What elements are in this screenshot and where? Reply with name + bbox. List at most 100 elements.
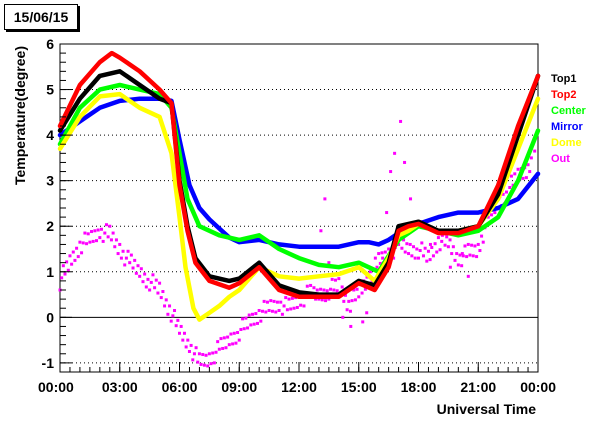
out-point [402, 238, 406, 242]
out-point [470, 243, 474, 247]
out-point [450, 252, 454, 256]
out-point [239, 327, 243, 331]
out-point [214, 350, 218, 354]
out-point [440, 239, 444, 243]
out-point [460, 252, 464, 256]
out-point [181, 338, 185, 342]
out-point [368, 270, 372, 274]
out-point [199, 362, 203, 366]
out-point [236, 331, 240, 335]
out-point [380, 251, 384, 255]
out-point [377, 252, 381, 256]
out-point [96, 228, 100, 232]
out-point [417, 256, 420, 260]
out-point [315, 288, 319, 292]
out-point [189, 343, 193, 347]
out-point [337, 277, 341, 281]
out-point [317, 297, 321, 301]
out-point [399, 119, 403, 123]
out-point [209, 362, 213, 366]
out-point [383, 250, 387, 254]
out-point [156, 291, 160, 295]
out-point [343, 293, 347, 297]
out-point [475, 255, 479, 259]
y-tick-label: 5 [46, 82, 54, 98]
out-point [456, 263, 460, 267]
out-point [76, 255, 80, 259]
out-point [342, 299, 346, 303]
out-point [101, 239, 105, 243]
out-point [265, 300, 269, 304]
out-point [319, 287, 323, 291]
out-point [521, 176, 525, 180]
out-point [465, 255, 469, 259]
series-center [57, 82, 541, 275]
out-point [184, 345, 188, 349]
out-point [513, 172, 517, 176]
out-point [81, 241, 85, 245]
out-point [65, 260, 69, 264]
out-point [254, 312, 258, 316]
out-point [221, 346, 225, 350]
out-point [529, 156, 533, 160]
out-point [270, 309, 274, 313]
out-point [129, 253, 133, 257]
out-point [138, 274, 142, 278]
out-point [219, 337, 223, 341]
out-point [118, 242, 122, 246]
out-point [104, 223, 108, 227]
out-point [526, 163, 530, 167]
series-top1 [57, 69, 541, 297]
y-tick-label: 6 [46, 36, 54, 52]
legend-entry-mirror: Mirror [551, 121, 584, 133]
legend-entry-dome: Dome [551, 137, 582, 149]
out-point [231, 342, 235, 346]
out-point [433, 242, 437, 246]
out-point [443, 243, 447, 247]
out-point [431, 254, 435, 258]
out-point [206, 364, 210, 368]
out-point [289, 307, 293, 311]
out-point [247, 313, 251, 317]
out-point [348, 309, 352, 313]
out-point [458, 253, 462, 257]
out-point [269, 299, 273, 303]
out-point [335, 289, 339, 293]
out-point [516, 167, 520, 171]
out-point [95, 239, 99, 243]
out-point [349, 324, 353, 328]
out-point [141, 280, 145, 284]
out-point [111, 231, 115, 235]
out-point [324, 299, 328, 303]
out-point [403, 250, 407, 254]
out-point [504, 190, 508, 194]
out-point [410, 254, 414, 258]
y-tick-label: 2 [46, 218, 54, 234]
y-tick-label: -1 [42, 355, 55, 371]
out-point [264, 310, 268, 314]
out-point [355, 287, 359, 291]
out-point [166, 312, 170, 316]
out-point [466, 242, 470, 246]
out-point [332, 288, 336, 292]
out-point [161, 290, 165, 294]
out-point [405, 242, 409, 246]
out-point [473, 244, 477, 248]
legend-entry-top1: Top1 [551, 73, 576, 85]
out-point [508, 186, 512, 189]
out-point [252, 322, 256, 326]
out-point [148, 288, 152, 292]
out-point [466, 274, 470, 278]
out-point [249, 323, 253, 327]
x-tick-label: 00:00 [38, 379, 74, 395]
y-tick-label: 1 [46, 264, 54, 280]
series-layer [57, 50, 541, 368]
out-point [322, 288, 326, 292]
out-point [448, 238, 452, 242]
series-out [58, 119, 538, 368]
out-point [325, 289, 329, 293]
out-point [133, 258, 137, 262]
out-point [341, 315, 345, 319]
out-point [196, 360, 200, 364]
out-point [533, 149, 537, 153]
